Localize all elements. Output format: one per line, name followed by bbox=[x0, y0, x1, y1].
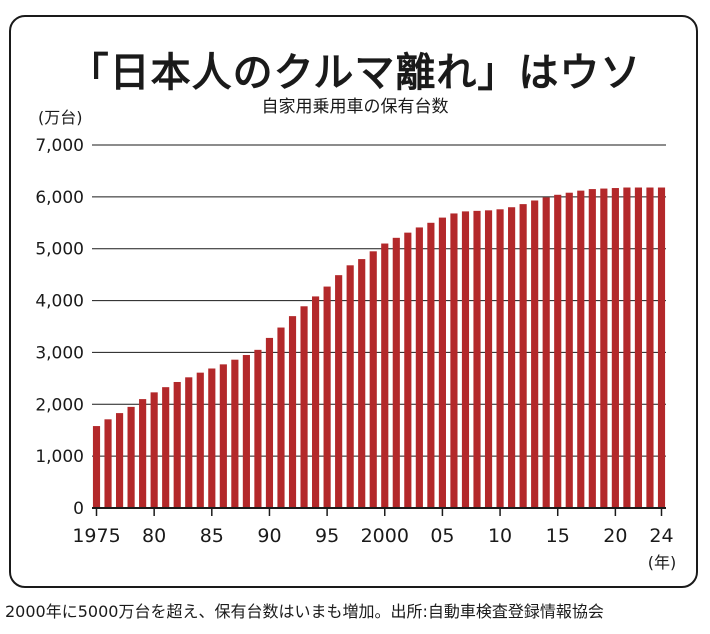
bar-2017 bbox=[577, 190, 585, 508]
bar-1993 bbox=[300, 306, 308, 508]
x-tick-label: 05 bbox=[430, 525, 454, 547]
bar-2019 bbox=[600, 188, 608, 508]
x-tick-label: 1975 bbox=[72, 525, 120, 547]
bar-1992 bbox=[288, 316, 297, 508]
bar-1998 bbox=[358, 259, 366, 508]
y-tick-label: 4,000 bbox=[35, 292, 84, 312]
x-axis-unit: (年) bbox=[648, 553, 677, 572]
y-tick-label: 6,000 bbox=[35, 188, 84, 208]
bar-2004 bbox=[427, 222, 435, 509]
bar-2015 bbox=[554, 194, 562, 508]
bar-1978 bbox=[127, 406, 135, 508]
bar-1990 bbox=[265, 337, 274, 508]
tick-labels: 0 1,000 2,000 3,000 4,000 5,000 6,000 7,000 (万台)… bbox=[35, 108, 676, 572]
bar-1982 bbox=[173, 381, 181, 508]
x-tick-label: 80 bbox=[142, 525, 166, 547]
bar-2009 bbox=[484, 210, 493, 508]
bar-2012 bbox=[519, 204, 527, 508]
bar-2006 bbox=[450, 213, 458, 508]
chart-title: 「日本人のクルマ離れ」はウソ bbox=[68, 50, 642, 96]
bar-1988 bbox=[242, 355, 250, 508]
chart-subtitle: 自家用乗用車の保有台数 bbox=[261, 97, 449, 117]
bar-2021 bbox=[623, 187, 631, 508]
bar-1996 bbox=[335, 275, 343, 508]
bar-1977 bbox=[115, 413, 124, 508]
footnote-source: 2000年に5000万台を超え、保有台数はいまも増加。出所:自動車検査登録情報協… bbox=[5, 602, 604, 621]
bar-2005 bbox=[438, 217, 446, 508]
bar-1985 bbox=[208, 368, 216, 508]
x-tick-label: 20 bbox=[603, 525, 627, 547]
y-tick-label: 0 bbox=[73, 499, 84, 519]
bar-1981 bbox=[162, 387, 170, 508]
bar-2024 bbox=[657, 187, 666, 508]
bar-1989 bbox=[254, 349, 262, 508]
x-tick-label: 90 bbox=[257, 525, 281, 547]
bar-1975 bbox=[92, 426, 101, 508]
bar-1987 bbox=[231, 359, 239, 508]
bar-1999 bbox=[369, 251, 377, 508]
y-axis-unit: (万台) bbox=[38, 108, 83, 127]
bar-2014 bbox=[542, 197, 550, 508]
bar-1986 bbox=[219, 364, 227, 508]
bar-2010 bbox=[496, 209, 504, 509]
bar-2008 bbox=[473, 210, 481, 509]
bar-1994 bbox=[312, 296, 320, 508]
bar-2003 bbox=[415, 227, 423, 508]
bar-2018 bbox=[588, 189, 596, 508]
bar-2013 bbox=[531, 200, 539, 509]
y-tick-label: 3,000 bbox=[35, 343, 84, 363]
bar-1997 bbox=[346, 265, 354, 508]
x-tick-label: 95 bbox=[315, 525, 339, 547]
x-tick-label: 10 bbox=[488, 525, 512, 547]
bar-2020 bbox=[611, 188, 619, 509]
bar-1976 bbox=[104, 419, 112, 508]
bar-1983 bbox=[185, 377, 193, 508]
bar-2000 bbox=[381, 243, 389, 508]
axes bbox=[92, 507, 666, 516]
bar-2022 bbox=[634, 187, 643, 508]
y-tick-label: 7,000 bbox=[35, 136, 84, 156]
y-tick-label: 1,000 bbox=[35, 447, 84, 467]
bar-2016 bbox=[565, 192, 573, 508]
x-tick-label: 24 bbox=[649, 525, 673, 547]
bar-1995 bbox=[323, 286, 331, 508]
x-tick-label: 15 bbox=[546, 525, 570, 547]
x-tick-label: 85 bbox=[200, 525, 224, 547]
bar-1979 bbox=[139, 399, 147, 508]
bar-1991 bbox=[277, 327, 285, 508]
bar-2007 bbox=[461, 211, 470, 508]
bar-2002 bbox=[404, 232, 412, 508]
bar-2011 bbox=[508, 207, 516, 509]
bars bbox=[92, 187, 666, 509]
bar-1984 bbox=[196, 372, 204, 508]
bar-2001 bbox=[392, 237, 400, 508]
y-tick-label: 5,000 bbox=[35, 240, 84, 260]
y-tick-label: 2,000 bbox=[35, 395, 84, 415]
x-tick-label: 2000 bbox=[361, 525, 409, 547]
bar-1980 bbox=[150, 392, 158, 508]
bar-2023 bbox=[646, 187, 654, 508]
